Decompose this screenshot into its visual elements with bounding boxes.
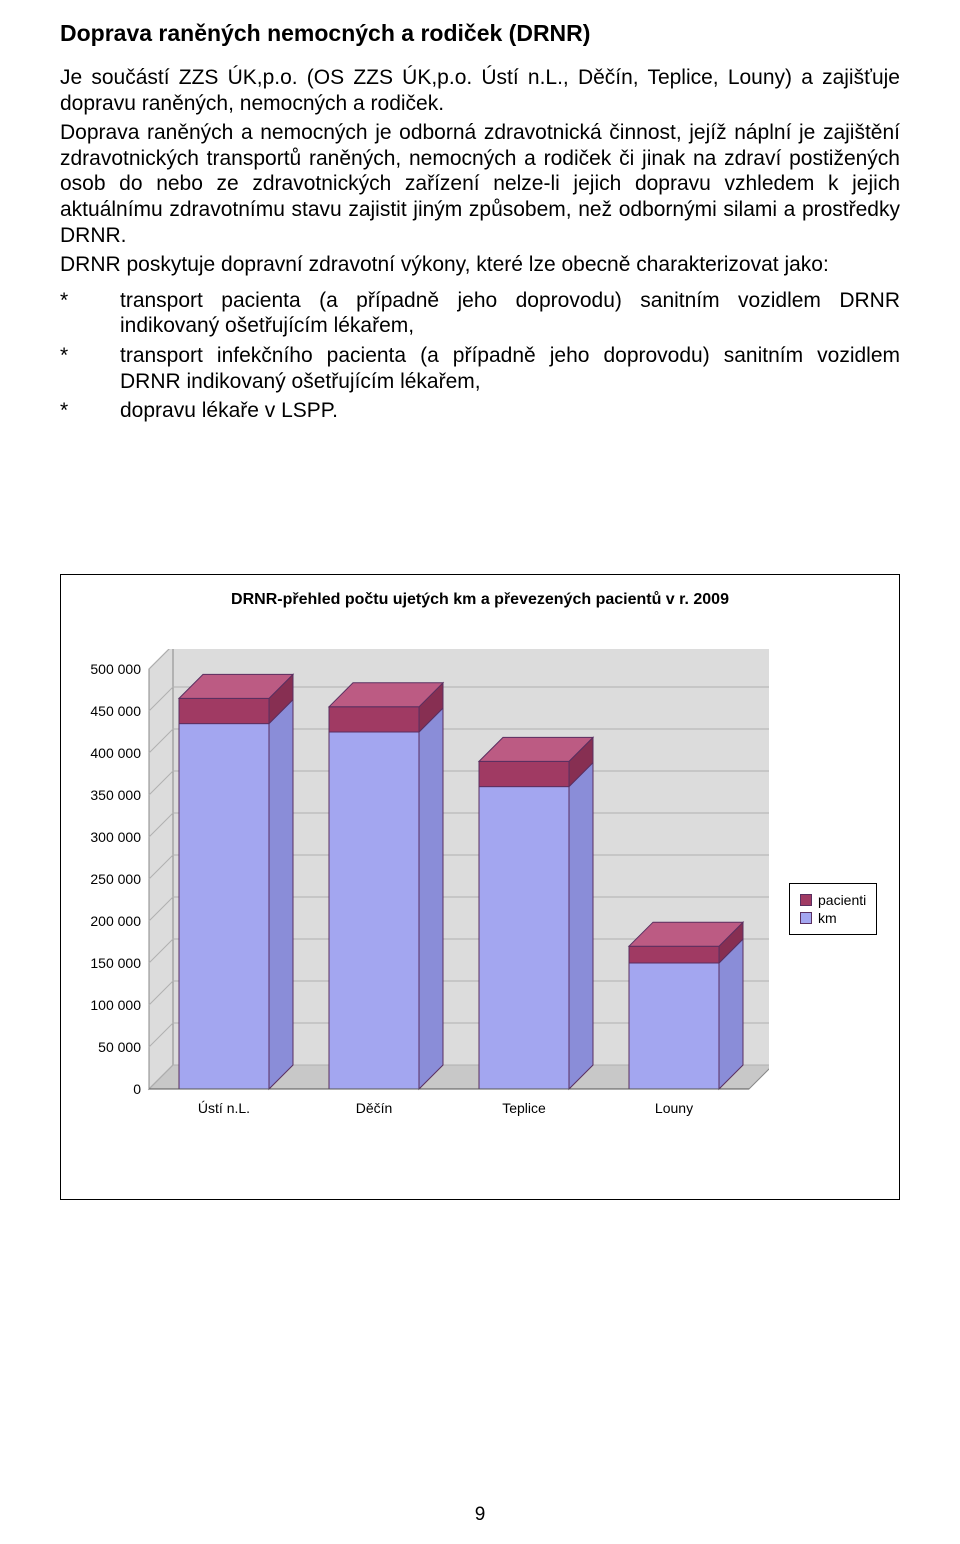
- bullet-text: transport infekčního pacienta (a případn…: [120, 343, 900, 394]
- bullet-marker: *: [60, 343, 120, 394]
- bullet-item: * dopravu lékaře v LSPP.: [60, 398, 900, 424]
- svg-text:50 000: 50 000: [98, 1039, 141, 1055]
- page-number: 9: [0, 1504, 960, 1526]
- paragraph: Je součástí ZZS ÚK,p.o. (OS ZZS ÚK,p.o. …: [60, 65, 900, 116]
- bullet-item: * transport pacienta (a případně jeho do…: [60, 288, 900, 339]
- svg-text:400 000: 400 000: [90, 745, 141, 761]
- svg-text:Louny: Louny: [655, 1100, 693, 1116]
- document-page: Doprava raněných nemocných a rodiček (DR…: [0, 0, 960, 1544]
- legend-label: pacienti: [818, 892, 866, 908]
- paragraph: Doprava raněných a nemocných je odborná …: [60, 120, 900, 248]
- bullet-marker: *: [60, 288, 120, 339]
- legend-item-km: km: [800, 910, 866, 926]
- bullet-item: * transport infekčního pacienta (a přípa…: [60, 343, 900, 394]
- chart-row: 0 50 000 100 000 150 000 200 000 250 000 300 0…: [69, 649, 891, 1169]
- chart-container: DRNR-přehled počtu ujetých km a převezen…: [60, 574, 900, 1200]
- svg-text:Ústí n.L.: Ústí n.L.: [198, 1100, 250, 1116]
- bullet-list: * transport pacienta (a případně jeho do…: [60, 288, 900, 424]
- bullet-marker: *: [60, 398, 120, 424]
- svg-text:200 000: 200 000: [90, 913, 141, 929]
- legend-label: km: [818, 910, 837, 926]
- chart-legend: pacienti km: [789, 883, 877, 935]
- bullet-text: transport pacienta (a případně jeho dopr…: [120, 288, 900, 339]
- stacked-bar-chart: 0 50 000 100 000 150 000 200 000 250 000 300 0…: [69, 649, 769, 1169]
- paragraph: DRNR poskytuje dopravní zdravotní výkony…: [60, 252, 900, 278]
- svg-text:100 000: 100 000: [90, 997, 141, 1013]
- section-heading: Doprava raněných nemocných a rodiček (DR…: [60, 20, 900, 47]
- chart-title: DRNR-přehled počtu ujetých km a převezen…: [69, 583, 891, 649]
- svg-text:0: 0: [133, 1081, 141, 1097]
- legend-swatch: [800, 912, 812, 924]
- svg-text:300 000: 300 000: [90, 829, 141, 845]
- svg-text:Teplice: Teplice: [502, 1100, 546, 1116]
- svg-text:150 000: 150 000: [90, 955, 141, 971]
- svg-text:450 000: 450 000: [90, 703, 141, 719]
- bullet-text: dopravu lékaře v LSPP.: [120, 398, 900, 424]
- svg-text:250 000: 250 000: [90, 871, 141, 887]
- svg-text:350 000: 350 000: [90, 787, 141, 803]
- svg-text:Děčín: Děčín: [356, 1100, 393, 1116]
- legend-swatch: [800, 894, 812, 906]
- svg-text:500 000: 500 000: [90, 661, 141, 677]
- legend-item-pacienti: pacienti: [800, 892, 866, 908]
